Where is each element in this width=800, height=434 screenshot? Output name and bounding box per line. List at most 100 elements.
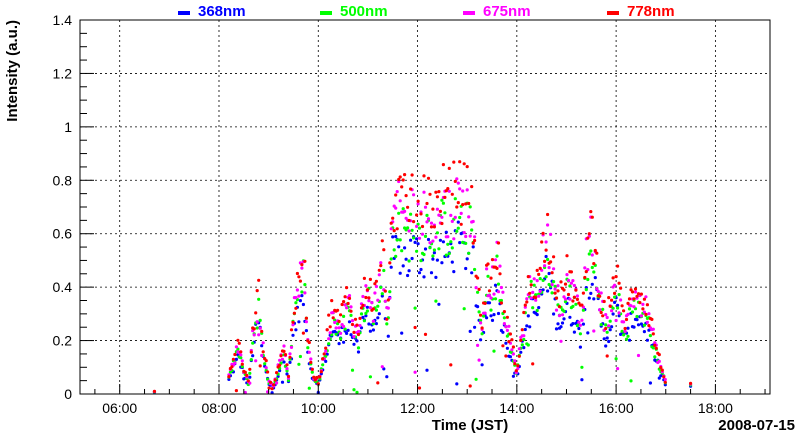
data-point	[489, 308, 493, 312]
data-point	[437, 247, 441, 251]
data-point	[392, 229, 396, 233]
data-point	[544, 248, 548, 252]
data-point	[382, 248, 386, 252]
data-point	[613, 283, 617, 287]
data-point	[452, 237, 456, 241]
data-point	[368, 329, 372, 333]
data-point	[553, 291, 557, 295]
data-point	[339, 337, 343, 341]
data-point	[577, 320, 581, 324]
data-point	[523, 303, 527, 307]
data-point	[365, 309, 369, 313]
data-point	[604, 344, 608, 348]
data-point	[260, 329, 264, 333]
data-point	[434, 299, 438, 303]
data-point	[510, 348, 514, 352]
data-point	[464, 266, 468, 271]
data-point	[441, 240, 445, 244]
data-point	[403, 173, 407, 177]
data-point	[443, 195, 447, 199]
data-point	[495, 266, 499, 270]
data-point	[275, 381, 279, 385]
data-point	[350, 322, 355, 327]
data-point	[324, 346, 328, 350]
data-point	[446, 235, 450, 239]
data-point	[422, 174, 426, 178]
data-point	[651, 346, 655, 350]
data-point	[632, 325, 636, 329]
y-tick-label: 0.4	[53, 279, 73, 295]
data-point	[410, 256, 414, 261]
data-point	[480, 363, 484, 367]
data-point	[578, 345, 583, 349]
data-point	[449, 213, 453, 217]
data-point	[486, 262, 490, 266]
legend-swatch	[320, 11, 332, 15]
data-point	[243, 390, 247, 395]
data-point	[249, 358, 253, 362]
data-point	[479, 313, 483, 317]
data-point	[586, 277, 590, 282]
data-point	[389, 227, 393, 231]
data-point	[468, 329, 472, 333]
data-point	[342, 300, 346, 304]
data-point	[616, 367, 620, 371]
data-point	[300, 266, 304, 270]
data-point	[257, 333, 261, 337]
data-point	[346, 301, 350, 306]
data-point	[407, 218, 411, 223]
data-point	[413, 325, 417, 330]
data-point	[432, 248, 436, 252]
data-point	[260, 353, 264, 358]
data-point	[413, 370, 417, 374]
data-point	[288, 352, 292, 356]
data-point	[321, 363, 325, 367]
data-point	[538, 266, 542, 270]
data-point	[468, 205, 472, 209]
data-point	[473, 235, 477, 239]
data-point	[629, 379, 633, 383]
data-point	[431, 257, 435, 261]
data-point	[415, 249, 419, 253]
data-point	[233, 361, 237, 365]
data-point	[477, 358, 481, 362]
data-point	[261, 341, 265, 345]
data-point	[389, 257, 393, 261]
data-point	[604, 326, 608, 331]
data-point	[619, 286, 623, 290]
data-point	[572, 330, 577, 334]
data-point	[406, 205, 410, 209]
data-point	[419, 267, 423, 272]
data-point	[410, 228, 414, 232]
data-point	[435, 207, 439, 211]
data-point	[407, 229, 411, 233]
data-point	[619, 298, 623, 302]
data-point	[450, 192, 454, 196]
y-tick-label: 0.2	[53, 333, 73, 349]
data-point	[578, 323, 583, 327]
data-point	[507, 340, 511, 344]
data-point	[493, 297, 498, 301]
data-point	[240, 362, 244, 366]
data-point	[627, 297, 632, 301]
data-point	[416, 199, 420, 203]
data-point	[540, 240, 544, 244]
data-point	[587, 232, 591, 236]
data-point	[367, 296, 371, 300]
data-point	[455, 229, 459, 233]
data-point	[417, 271, 422, 275]
data-point	[559, 325, 563, 329]
data-point	[599, 310, 603, 315]
data-point	[434, 190, 438, 194]
legend-swatch	[463, 11, 475, 15]
data-point	[397, 177, 401, 182]
data-point	[462, 307, 466, 311]
y-tick-label: 1.4	[53, 12, 73, 28]
data-point	[505, 346, 509, 350]
data-point	[260, 344, 264, 348]
data-point	[400, 185, 404, 189]
y-tick-label: 1	[64, 119, 72, 135]
data-point	[333, 320, 337, 325]
data-point	[355, 390, 359, 394]
data-point	[534, 293, 538, 297]
